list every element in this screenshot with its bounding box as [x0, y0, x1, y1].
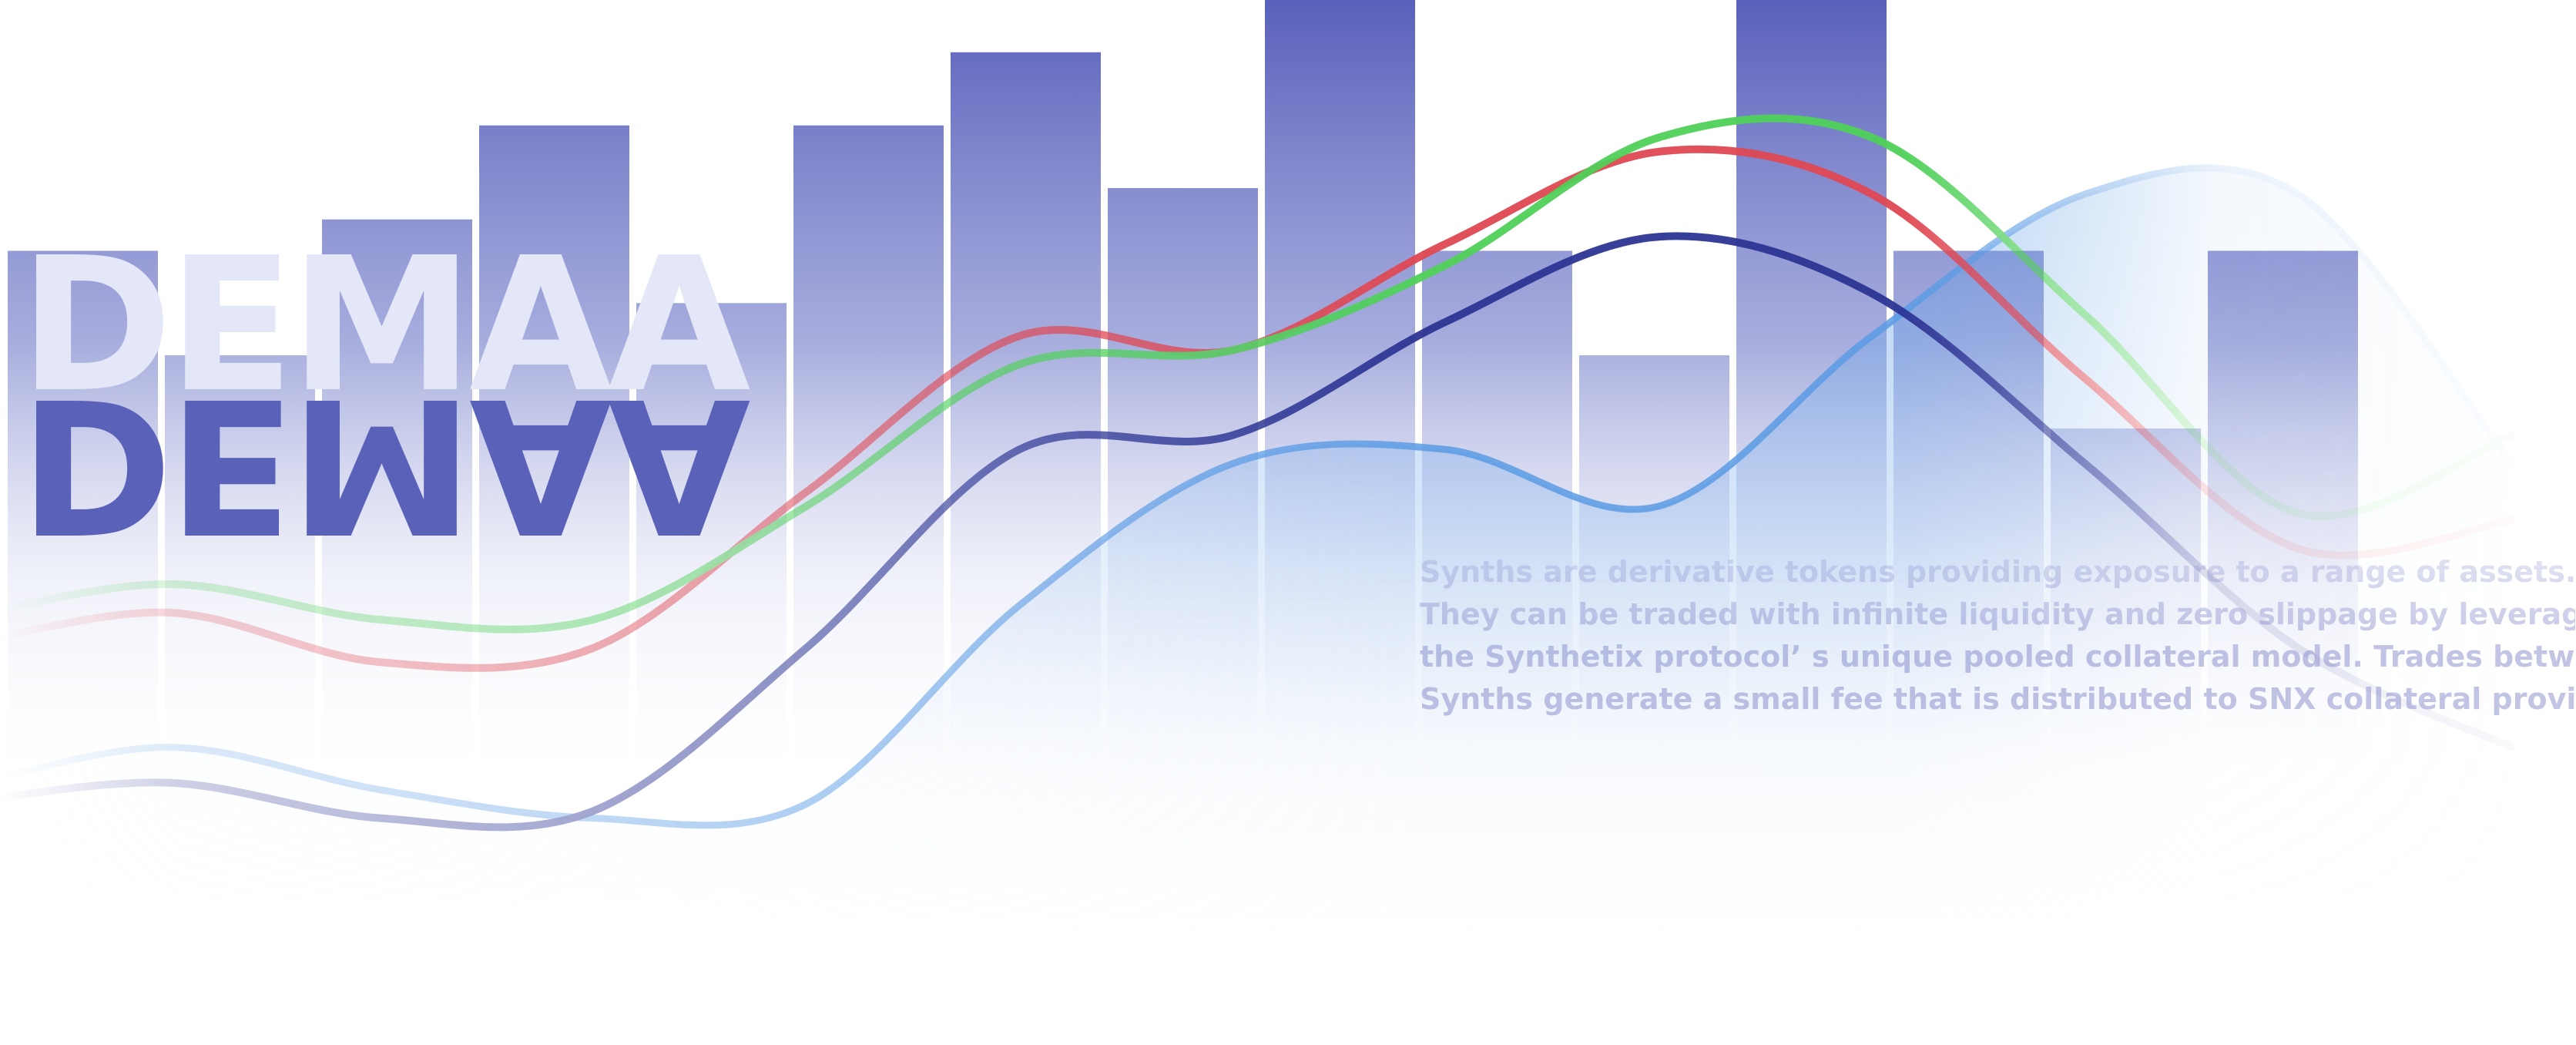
description-line: Synths generate a small fee that is dist…	[1420, 682, 2576, 716]
area-series-line	[0, 164, 2515, 829]
description: Synths are derivative tokens providing e…	[1420, 551, 2576, 721]
logo-reflection: DEMAA	[19, 357, 750, 573]
description-line: the Synthetix protocol’ s unique pooled …	[1420, 640, 2576, 674]
series-group	[0, 114, 2515, 1045]
series-line	[0, 114, 2515, 633]
logo: DEMAA DEMAA	[19, 217, 755, 573]
description-line: They can be traded with infinite liquidi…	[1420, 597, 2576, 631]
description-line: Synths are derivative tokens providing e…	[1420, 555, 2576, 589]
area-fill	[0, 167, 2511, 1045]
series-line	[0, 232, 2515, 832]
logo-text: DEMAA	[19, 217, 750, 433]
